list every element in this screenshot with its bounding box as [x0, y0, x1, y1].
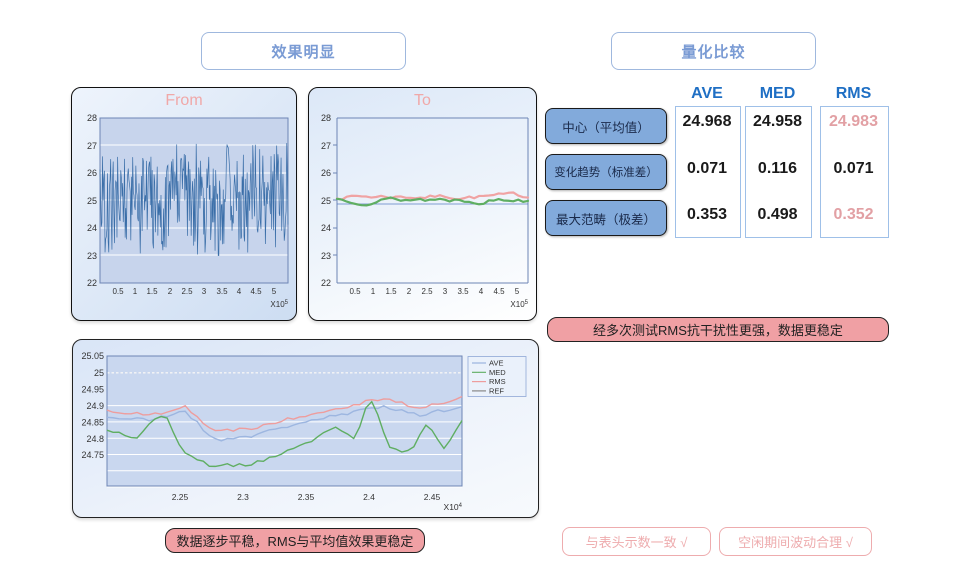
svg-text:25: 25	[87, 196, 97, 206]
svg-text:25.05: 25.05	[81, 351, 104, 361]
svg-text:3.5: 3.5	[457, 287, 469, 296]
svg-text:0.5: 0.5	[349, 287, 361, 296]
svg-text:1.5: 1.5	[146, 287, 158, 296]
svg-text:MED: MED	[489, 368, 506, 377]
svg-text:2.3: 2.3	[237, 492, 249, 502]
svg-text:4.5: 4.5	[493, 287, 505, 296]
svg-text:24.95: 24.95	[81, 385, 104, 395]
svg-text:5: 5	[515, 287, 520, 296]
svg-text:1: 1	[133, 287, 138, 296]
svg-text:23: 23	[321, 251, 331, 261]
svg-text:3: 3	[443, 287, 448, 296]
svg-text:24: 24	[321, 223, 331, 233]
svg-text:2.25: 2.25	[172, 492, 189, 502]
svg-text:2.5: 2.5	[421, 287, 433, 296]
svg-text:2: 2	[407, 287, 412, 296]
svg-text:2: 2	[168, 287, 173, 296]
svg-text:4.5: 4.5	[250, 287, 262, 296]
svg-text:23: 23	[87, 251, 97, 261]
svg-text:4: 4	[479, 287, 484, 296]
svg-text:2.4: 2.4	[363, 492, 375, 502]
svg-text:22: 22	[321, 278, 331, 288]
svg-text:3.5: 3.5	[216, 287, 228, 296]
svg-text:24.9: 24.9	[86, 401, 104, 411]
svg-text:RMS: RMS	[489, 377, 506, 386]
svg-text:27: 27	[87, 141, 97, 151]
svg-text:25: 25	[94, 368, 104, 378]
svg-text:0.5: 0.5	[112, 287, 124, 296]
svg-text:26: 26	[321, 168, 331, 178]
svg-text:24.8: 24.8	[86, 434, 104, 444]
svg-text:X105: X105	[510, 300, 528, 309]
svg-text:2.5: 2.5	[181, 287, 193, 296]
svg-text:X105: X105	[270, 300, 288, 309]
svg-text:24.75: 24.75	[81, 450, 104, 460]
svg-text:1: 1	[371, 287, 376, 296]
svg-text:26: 26	[87, 168, 97, 178]
svg-text:3: 3	[202, 287, 207, 296]
svg-text:25: 25	[321, 196, 331, 206]
svg-text:24: 24	[87, 223, 97, 233]
svg-text:2.45: 2.45	[424, 492, 441, 502]
svg-text:2.35: 2.35	[298, 492, 315, 502]
svg-text:24.85: 24.85	[81, 418, 104, 428]
svg-text:AVE: AVE	[489, 359, 503, 368]
svg-text:1.5: 1.5	[385, 287, 397, 296]
svg-text:4: 4	[237, 287, 242, 296]
svg-text:X104: X104	[444, 502, 463, 512]
svg-text:27: 27	[321, 141, 331, 151]
svg-text:REF: REF	[489, 386, 504, 395]
svg-text:5: 5	[272, 287, 277, 296]
svg-text:22: 22	[87, 278, 97, 288]
svg-text:28: 28	[321, 113, 331, 123]
svg-text:28: 28	[87, 113, 97, 123]
